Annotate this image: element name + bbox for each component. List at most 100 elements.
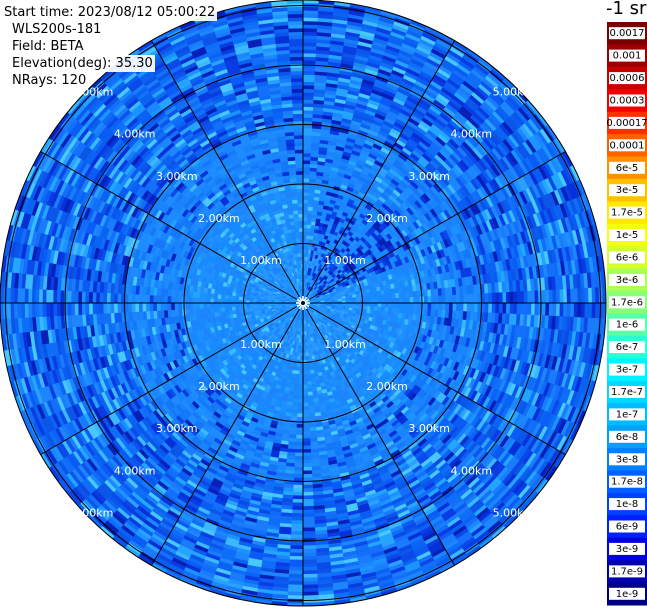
heatmap-cell: [295, 378, 299, 382]
heatmap-cell: [225, 295, 229, 299]
heatmap-cell: [342, 299, 346, 301]
heatmap-cell: [298, 392, 303, 396]
heatmap-cell: [308, 200, 314, 204]
heatmap-cell: [295, 225, 299, 229]
heatmap-cell: [410, 303, 414, 309]
heatmap-cell: [303, 214, 308, 218]
heatmap-cell: [308, 395, 313, 399]
heatmap-cell: [303, 189, 309, 193]
heatmap-cell: [406, 303, 410, 309]
heatmap-cell: [217, 303, 221, 308]
heatmap-cell: [367, 296, 371, 300]
heatmap-cell: [389, 303, 393, 308]
heatmap-cell: [449, 295, 453, 303]
heatmap-cell: [200, 298, 204, 303]
heatmap-cell: [421, 297, 425, 303]
heatmap-cell: [306, 367, 310, 371]
heatmap-cell: [157, 303, 161, 311]
heatmap-cell: [297, 196, 303, 200]
heatmap-cell: [157, 295, 161, 303]
heatmap-cell: [385, 303, 389, 308]
heatmap-cell: [203, 293, 207, 298]
heatmap-cell: [303, 178, 310, 182]
heatmap-cell: [385, 307, 389, 312]
heatmap-cell: [297, 182, 303, 186]
heatmap-cell: [296, 235, 300, 239]
heatmap-cell: [196, 303, 200, 309]
heatmap-cell: [303, 367, 307, 371]
heatmap-cell: [299, 378, 303, 382]
heatmap-cell: [308, 388, 313, 392]
heatmap-cell: [182, 297, 186, 303]
heatmap-cell: [299, 228, 303, 232]
heatmap-cell: [392, 308, 396, 313]
heatmap-cell: [217, 299, 221, 304]
heatmap-cell: [306, 356, 309, 360]
heatmap-cell: [232, 303, 236, 307]
heatmap-cell: [297, 192, 303, 196]
heatmap-cell: [435, 303, 439, 310]
heatmap-cell: [305, 349, 308, 353]
heatmap-cell: [297, 406, 303, 410]
heatmap-cell: [246, 306, 250, 309]
heatmap-cell: [385, 299, 389, 304]
heatmap-cell: [225, 299, 229, 303]
heatmap-cell: [299, 260, 301, 264]
heatmap-cell: [293, 395, 298, 399]
heatmap-cell: [242, 306, 246, 309]
heatmap-cell: [303, 164, 310, 168]
heatmap-cell: [200, 308, 204, 314]
heatmap-cell: [303, 225, 307, 229]
heatmap-cell: [360, 306, 364, 309]
heatmap-cell: [225, 307, 229, 311]
heatmap-cell: [260, 305, 264, 307]
heatmap-cell: [297, 189, 303, 193]
heatmap-cell: [291, 417, 297, 421]
heatmap-cell: [207, 308, 211, 313]
heatmap-cell: [307, 225, 311, 229]
heatmap-cell: [307, 221, 312, 225]
heatmap-cell: [299, 232, 303, 236]
heatmap-cell: [367, 303, 371, 307]
heatmap-cell: [396, 303, 400, 308]
heatmap-cell: [356, 297, 360, 300]
heatmap-cell: [297, 242, 300, 246]
heatmap-cell: [305, 346, 308, 350]
heatmap-cell: [378, 295, 382, 299]
heatmap-cell: [378, 303, 382, 307]
heatmap-cell: [298, 200, 303, 204]
heatmap-cell: [185, 291, 189, 297]
heatmap-cell: [294, 214, 299, 218]
heatmap-cell: [371, 303, 375, 307]
heatmap-cell: [307, 374, 311, 378]
heatmap-cell: [303, 167, 310, 171]
heatmap-cell: [385, 294, 389, 299]
heatmap-cell: [303, 200, 308, 204]
heatmap-cell: [297, 360, 300, 364]
heatmap-cell: [228, 303, 232, 307]
heatmap-cell: [296, 239, 300, 243]
heatmap-cell: [421, 303, 425, 309]
heatmap-cell: [210, 298, 214, 303]
heatmap-cell: [371, 307, 375, 311]
heatmap-cell: [303, 239, 306, 243]
heatmap-cell: [392, 293, 396, 298]
heatmap-cell: [303, 374, 307, 378]
heatmap-cell: [307, 217, 312, 221]
heatmap-cell: [303, 210, 308, 214]
heatmap-cell: [307, 385, 312, 389]
heatmap-cell: [297, 410, 303, 414]
heatmap-cell: [303, 399, 308, 403]
heatmap-cell: [303, 185, 309, 189]
heatmap-cell: [297, 414, 303, 418]
heatmap-cell: [309, 193, 315, 197]
heatmap-cell: [374, 307, 378, 311]
heatmap-cell: [303, 431, 310, 435]
heatmap-cell: [367, 306, 371, 310]
heatmap-cell: [185, 303, 189, 309]
heatmap-cell: [303, 228, 307, 232]
heatmap-cell: [303, 417, 309, 421]
heatmap-cell: [192, 297, 196, 303]
heatmap-cell: [392, 298, 396, 303]
